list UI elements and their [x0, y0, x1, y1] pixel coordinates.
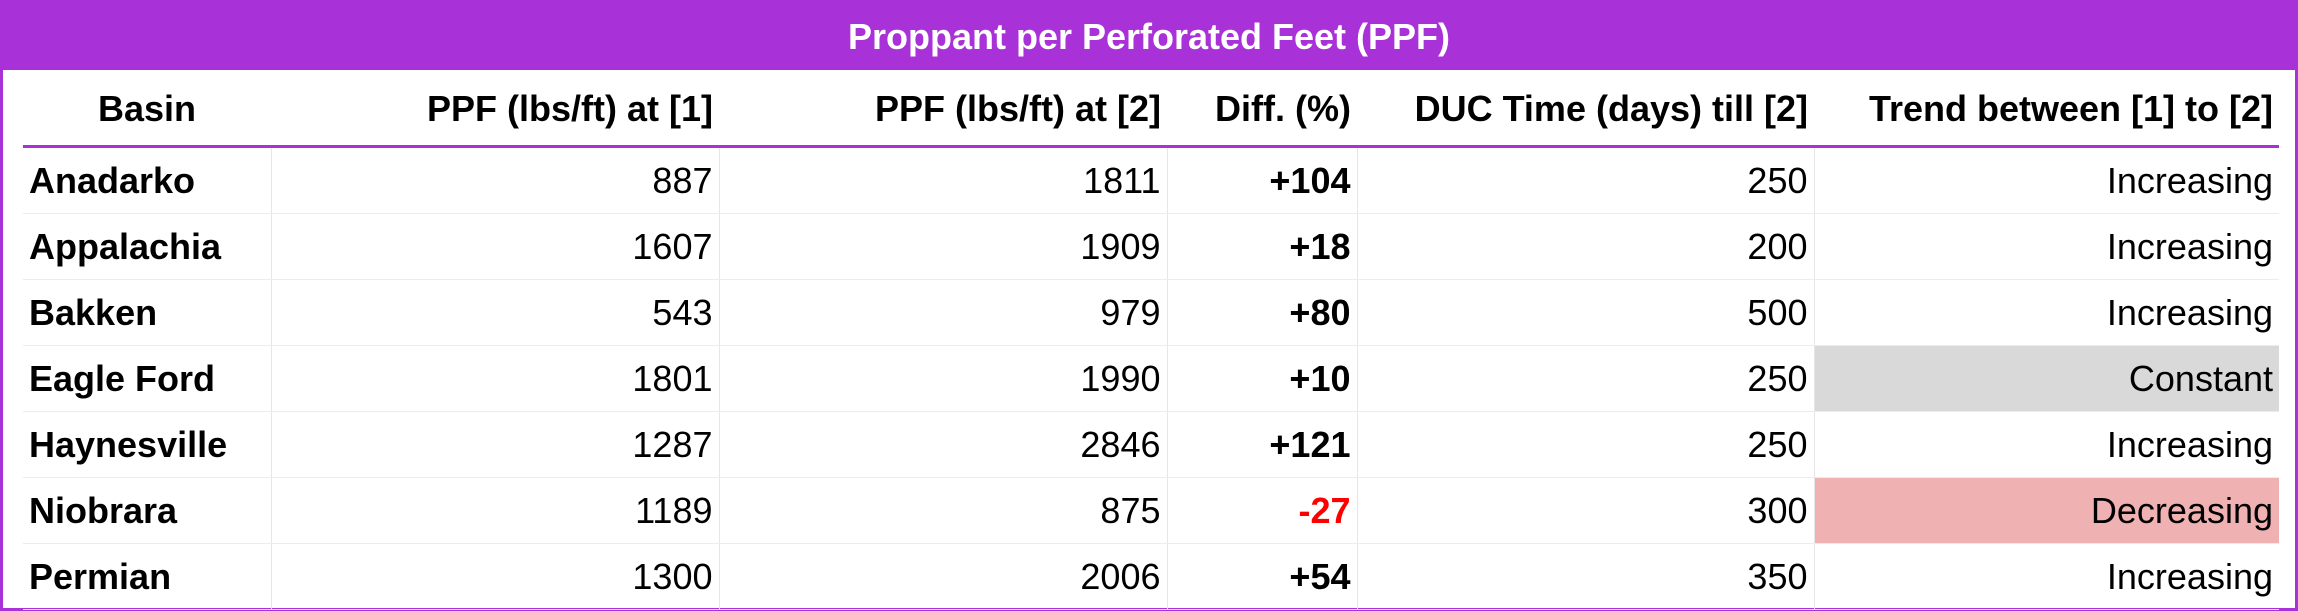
table-row: Bakken 543 979 +80 500 Increasing — [23, 279, 2279, 346]
ppf-2-cell: 2006 — [719, 543, 1168, 610]
table-row: Niobrara 1189 875 -27 300 Decreasing — [23, 477, 2279, 544]
duc-time-cell: 350 — [1357, 543, 1815, 610]
duc-time-cell: 200 — [1357, 213, 1815, 280]
duc-time-cell: 250 — [1357, 345, 1815, 412]
trend-cell: Increasing — [1814, 146, 2279, 214]
table-row: Permian 1300 2006 +54 350 Increasing — [23, 543, 2279, 610]
ppf-1-cell: 1189 — [271, 477, 720, 544]
diff-cell: +54 — [1167, 543, 1358, 610]
trend-cell: Increasing — [1814, 279, 2279, 346]
ppf-2-cell: 1811 — [719, 146, 1168, 214]
basin-cell: Permian — [23, 543, 272, 610]
basin-cell: Niobrara — [23, 477, 272, 544]
diff-cell: +18 — [1167, 213, 1358, 280]
trend-cell: Constant — [1814, 345, 2279, 412]
table-body: Anadarko 887 1811 +104 250 Increasing Appalach… — [23, 146, 2279, 610]
ppf-1-cell: 543 — [271, 279, 720, 346]
table-row: Anadarko 887 1811 +104 250 Increasing — [23, 146, 2279, 214]
column-header-diff: Diff. (%) — [1167, 73, 1357, 148]
ppf-2-cell: 875 — [719, 477, 1168, 544]
table-title: Proppant per Perforated Feet (PPF) — [3, 3, 2295, 70]
ppf-1-cell: 1287 — [271, 411, 720, 478]
trend-cell: Decreasing — [1814, 477, 2279, 544]
table-row: Appalachia 1607 1909 +18 200 Increasing — [23, 213, 2279, 280]
duc-time-cell: 500 — [1357, 279, 1815, 346]
ppf-1-cell: 1300 — [271, 543, 720, 610]
trend-cell: Increasing — [1814, 411, 2279, 478]
ppf-1-cell: 1801 — [271, 345, 720, 412]
table-row: Eagle Ford 1801 1990 +10 250 Constant — [23, 345, 2279, 412]
duc-time-cell: 250 — [1357, 411, 1815, 478]
column-header-ppf-2: PPF (lbs/ft) at [2] — [719, 73, 1167, 148]
diff-cell: +10 — [1167, 345, 1358, 412]
diff-cell: +80 — [1167, 279, 1358, 346]
basin-cell: Eagle Ford — [23, 345, 272, 412]
header-row: Basin PPF (lbs/ft) at [1] PPF (lbs/ft) a… — [23, 73, 2279, 148]
table-row: Haynesville 1287 2846 +121 250 Increasing — [23, 411, 2279, 478]
ppf-2-cell: 979 — [719, 279, 1168, 346]
ppf-1-cell: 887 — [271, 146, 720, 214]
column-header-trend: Trend between [1] to [2] — [1814, 73, 2279, 148]
ppf-2-cell: 1990 — [719, 345, 1168, 412]
diff-cell: +121 — [1167, 411, 1358, 478]
column-header-duc-time: DUC Time (days) till [2] — [1357, 73, 1814, 148]
basin-cell: Haynesville — [23, 411, 272, 478]
duc-time-cell: 250 — [1357, 146, 1815, 214]
basin-cell: Bakken — [23, 279, 272, 346]
trend-cell: Increasing — [1814, 543, 2279, 610]
ppf-2-cell: 2846 — [719, 411, 1168, 478]
trend-cell: Increasing — [1814, 213, 2279, 280]
ppf-1-cell: 1607 — [271, 213, 720, 280]
basin-cell: Anadarko — [23, 146, 272, 214]
column-header-basin: Basin — [23, 73, 271, 148]
ppf-table: Basin PPF (lbs/ft) at [1] PPF (lbs/ft) a… — [23, 73, 2279, 610]
duc-time-cell: 300 — [1357, 477, 1815, 544]
diff-cell: -27 — [1167, 477, 1358, 544]
ppf-2-cell: 1909 — [719, 213, 1168, 280]
column-header-ppf-1: PPF (lbs/ft) at [1] — [271, 73, 719, 148]
basin-cell: Appalachia — [23, 213, 272, 280]
diff-cell: +104 — [1167, 146, 1358, 214]
